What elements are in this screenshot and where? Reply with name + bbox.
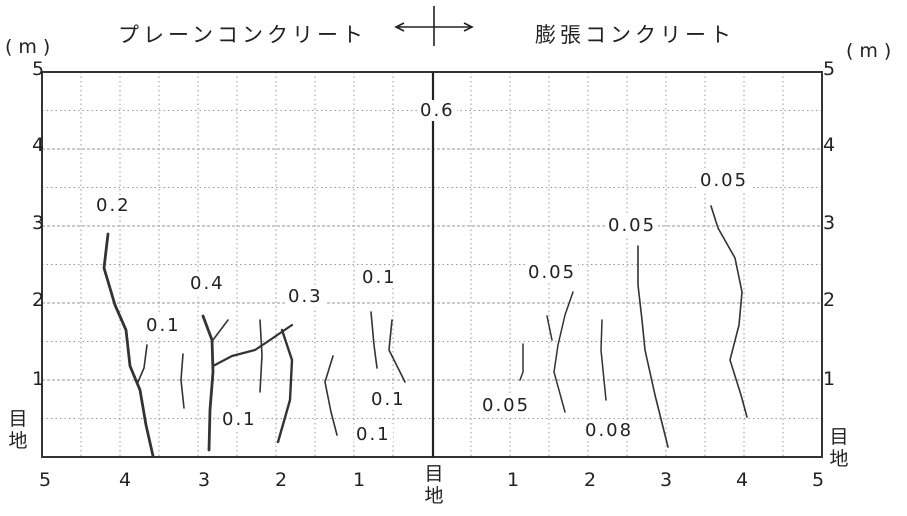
crack-line bbox=[259, 319, 263, 393]
x-tick-right: 5 bbox=[812, 469, 825, 491]
crack-width-label: 0.6 bbox=[418, 100, 457, 121]
crack-width-label: 0.1 bbox=[369, 389, 408, 410]
x-tick-left: 2 bbox=[275, 469, 288, 491]
x-tick-left: 3 bbox=[198, 469, 211, 491]
crack-width-label: 0.05 bbox=[480, 395, 533, 416]
x-tick-right: 2 bbox=[584, 469, 597, 491]
x-tick-right: 4 bbox=[736, 469, 749, 491]
crack-width-label: 0.05 bbox=[698, 170, 751, 191]
crack-line bbox=[137, 344, 148, 383]
crack-width-label: 0.1 bbox=[144, 315, 183, 336]
right-title: 膨張コンクリート bbox=[535, 23, 735, 47]
crack-line bbox=[180, 353, 185, 409]
crack-line bbox=[211, 323, 294, 368]
crack-width-label: 0.1 bbox=[360, 267, 399, 288]
crack-line bbox=[102, 232, 155, 458]
cracks-expansive-concrete bbox=[519, 205, 748, 448]
crack-width-label: 0.3 bbox=[286, 286, 325, 307]
crack-line bbox=[519, 343, 524, 381]
crack-line bbox=[370, 311, 378, 369]
crack-width-label: 0.05 bbox=[606, 215, 659, 236]
crack-width-label: 0.1 bbox=[354, 424, 393, 445]
crack-line bbox=[546, 315, 553, 341]
crack-width-label: 0.08 bbox=[583, 420, 636, 441]
y-tick-left: 3 bbox=[32, 212, 45, 234]
crack-width-label: 0.05 bbox=[526, 262, 579, 283]
joint-label-left: 目地 bbox=[8, 408, 28, 452]
x-tick-left: 5 bbox=[39, 469, 52, 491]
crack-line bbox=[637, 245, 669, 448]
y-tick-right: 2 bbox=[823, 289, 836, 311]
y-tick-left: 5 bbox=[32, 58, 45, 80]
crack-line bbox=[201, 314, 215, 452]
crack-line bbox=[553, 291, 574, 413]
direction-arrow bbox=[394, 6, 474, 46]
crack-line bbox=[276, 328, 294, 444]
y-tick-right: 3 bbox=[823, 212, 836, 234]
unit-label-left: (m) bbox=[5, 36, 57, 58]
crack-line bbox=[212, 319, 229, 341]
joint-label-right: 目地 bbox=[829, 426, 849, 470]
y-tick-left: 4 bbox=[32, 134, 45, 156]
crack-width-label: 0.2 bbox=[94, 195, 133, 216]
crack-line bbox=[710, 205, 748, 418]
crack-line bbox=[388, 319, 406, 383]
y-tick-left: 2 bbox=[32, 289, 45, 311]
crack-line bbox=[600, 319, 607, 401]
crack-width-label: 0.4 bbox=[188, 273, 227, 294]
unit-label-right: (m) bbox=[846, 40, 898, 62]
x-tick-left: 4 bbox=[119, 469, 132, 491]
crack-line bbox=[324, 355, 338, 436]
x-tick-right: 1 bbox=[507, 469, 520, 491]
y-tick-right: 4 bbox=[823, 134, 836, 156]
y-tick-right: 5 bbox=[823, 58, 836, 80]
x-tick-left: 1 bbox=[353, 469, 366, 491]
y-tick-left: 1 bbox=[32, 368, 45, 390]
joint-label-center: 目地 bbox=[424, 463, 444, 507]
crack-width-label: 0.1 bbox=[220, 409, 259, 430]
y-tick-right: 1 bbox=[823, 368, 836, 390]
cracks-plain-concrete bbox=[102, 232, 406, 458]
left-title: プレーンコンクリート bbox=[118, 23, 367, 47]
x-tick-right: 3 bbox=[660, 469, 673, 491]
